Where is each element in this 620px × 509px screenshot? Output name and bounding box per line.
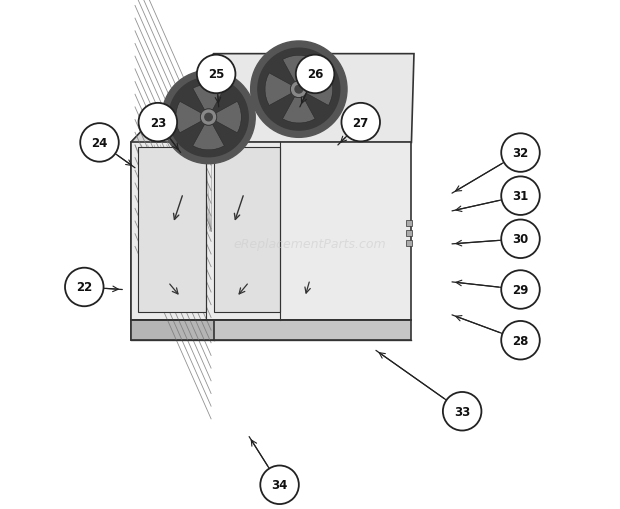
Circle shape	[202, 111, 216, 125]
Text: eReplacementParts.com: eReplacementParts.com	[234, 238, 386, 251]
Text: 25: 25	[208, 68, 224, 81]
Polygon shape	[283, 56, 315, 82]
Text: 24: 24	[91, 136, 108, 150]
Polygon shape	[131, 143, 412, 320]
Text: 32: 32	[512, 147, 529, 160]
Bar	[406, 220, 412, 227]
Text: 27: 27	[353, 117, 369, 129]
Circle shape	[501, 177, 540, 215]
Circle shape	[443, 392, 482, 431]
Circle shape	[501, 321, 540, 360]
Polygon shape	[265, 74, 291, 106]
Text: 30: 30	[512, 233, 529, 246]
Text: 29: 29	[512, 284, 529, 296]
Circle shape	[291, 83, 306, 97]
Polygon shape	[283, 98, 315, 124]
Polygon shape	[131, 54, 214, 320]
Circle shape	[250, 42, 347, 138]
Text: 22: 22	[76, 281, 92, 294]
Circle shape	[197, 55, 236, 94]
Circle shape	[501, 134, 540, 173]
Circle shape	[162, 71, 255, 164]
Polygon shape	[131, 54, 214, 320]
Polygon shape	[216, 102, 241, 133]
Circle shape	[501, 271, 540, 309]
Circle shape	[501, 220, 540, 259]
Circle shape	[80, 124, 119, 162]
Polygon shape	[306, 74, 332, 106]
Text: 23: 23	[149, 117, 166, 129]
Bar	[406, 241, 412, 247]
Polygon shape	[131, 320, 412, 341]
Polygon shape	[193, 85, 224, 110]
Polygon shape	[131, 320, 214, 341]
Circle shape	[205, 114, 212, 122]
Text: 31: 31	[512, 190, 529, 203]
Polygon shape	[138, 148, 206, 313]
Circle shape	[138, 104, 177, 142]
Circle shape	[295, 86, 303, 94]
Polygon shape	[176, 102, 201, 133]
Circle shape	[260, 466, 299, 504]
Circle shape	[258, 49, 340, 131]
Polygon shape	[193, 125, 224, 151]
Circle shape	[342, 104, 380, 142]
Circle shape	[296, 55, 334, 94]
Text: 33: 33	[454, 405, 471, 418]
Circle shape	[169, 78, 248, 157]
Polygon shape	[131, 54, 414, 143]
Polygon shape	[214, 148, 280, 313]
Text: 28: 28	[512, 334, 529, 347]
Circle shape	[65, 268, 104, 306]
Bar	[406, 231, 412, 237]
Text: 26: 26	[307, 68, 323, 81]
Text: 34: 34	[272, 478, 288, 491]
